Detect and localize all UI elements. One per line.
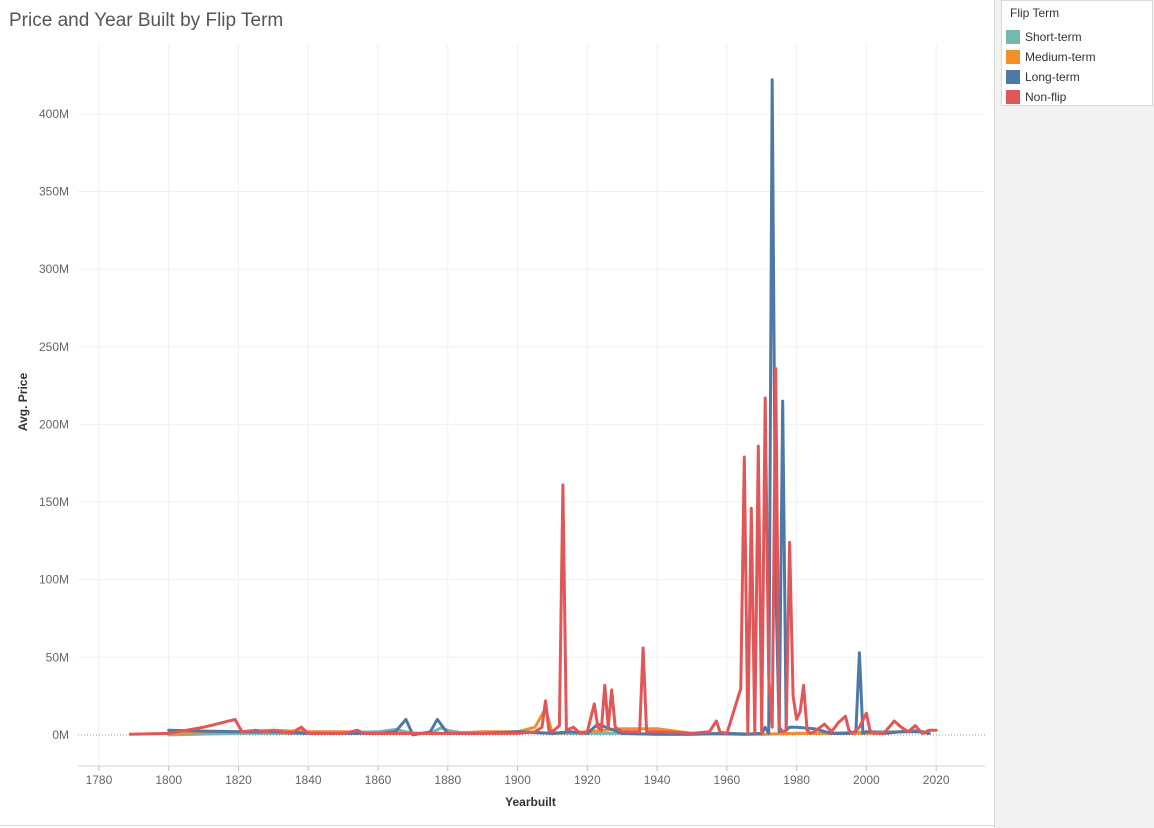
side-panel — [994, 0, 1154, 828]
y-tick-label: 350M — [39, 185, 69, 199]
legend-swatch — [1006, 50, 1020, 64]
x-tick-label: 1800 — [155, 773, 182, 787]
line-chart: 1780 1800 1820 1840 1860 1880 1900 1920 1940 1960… — [16, 44, 985, 809]
y-tick-label: 0M — [52, 728, 69, 742]
x-tick-label: 1880 — [434, 773, 461, 787]
x-tick-label: 1980 — [783, 773, 810, 787]
legend-label: Long-term — [1025, 70, 1080, 84]
legend[interactable]: Flip Term Short-term Medium-term Long-term… — [1001, 0, 1153, 106]
legend-item-short-term[interactable]: Short-term — [1006, 28, 1151, 46]
legend-swatch — [1006, 90, 1020, 104]
x-tick-label: 2000 — [853, 773, 880, 787]
y-tick-label: 400M — [39, 107, 69, 121]
legend-label: Short-term — [1025, 30, 1082, 44]
axes: 1780 1800 1820 1840 1860 1880 1900 1920 1940 1960… — [16, 107, 985, 809]
x-axis-title: Yearbuilt — [505, 795, 556, 809]
x-tick-label: 1860 — [365, 773, 392, 787]
legend-label: Non-flip — [1025, 90, 1067, 104]
y-tick-label: 150M — [39, 495, 69, 509]
y-tick-label: 250M — [39, 340, 69, 354]
x-tick-label: 1820 — [225, 773, 252, 787]
x-tick-label: 1940 — [644, 773, 671, 787]
grid — [78, 44, 985, 766]
x-tick-label: 1920 — [574, 773, 601, 787]
legend-swatch — [1006, 30, 1020, 44]
x-tick-label: 1840 — [295, 773, 322, 787]
series-line-non-flip — [128, 367, 938, 736]
divider — [0, 825, 994, 826]
x-tick-label: 2020 — [923, 773, 950, 787]
legend-item-non-flip[interactable]: Non-flip — [1006, 88, 1151, 106]
x-tick-label: 1960 — [714, 773, 741, 787]
x-tick-label: 1900 — [504, 773, 531, 787]
y-tick-label: 50M — [46, 650, 69, 664]
series-lines — [128, 78, 938, 737]
chart-title: Price and Year Built by Flip Term — [9, 10, 284, 31]
y-tick-label: 100M — [39, 573, 69, 587]
legend-label: Medium-term — [1025, 50, 1096, 64]
y-axis-title: Avg. Price — [16, 373, 30, 432]
x-tick-label: 1780 — [86, 773, 113, 787]
y-tick-label: 300M — [39, 262, 69, 276]
legend-item-long-term[interactable]: Long-term — [1006, 68, 1151, 86]
legend-item-medium-term[interactable]: Medium-term — [1006, 48, 1151, 66]
series-line-long-term — [167, 78, 931, 737]
legend-swatch — [1006, 70, 1020, 84]
y-tick-label: 200M — [39, 417, 69, 431]
legend-title: Flip Term — [1010, 6, 1060, 20]
